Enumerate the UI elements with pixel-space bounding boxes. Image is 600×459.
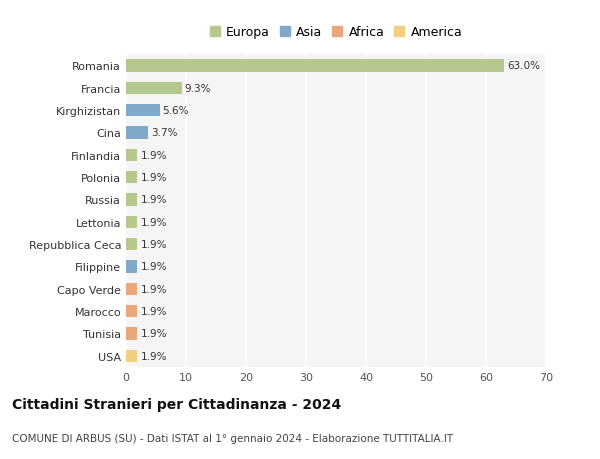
Bar (126, 105, 160, 117)
Text: 1.9%: 1.9% (140, 240, 167, 250)
Bar (126, 149, 137, 162)
Text: 1.9%: 1.9% (140, 284, 167, 294)
Text: 5.6%: 5.6% (163, 106, 189, 116)
Text: 1.9%: 1.9% (140, 307, 167, 316)
Text: 1.9%: 1.9% (140, 217, 167, 227)
Text: 1.9%: 1.9% (140, 151, 167, 160)
Bar (126, 261, 137, 273)
Text: 1.9%: 1.9% (140, 173, 167, 183)
Text: 3.7%: 3.7% (151, 128, 178, 138)
Text: 1.9%: 1.9% (140, 195, 167, 205)
Bar (126, 60, 504, 73)
Bar (126, 194, 137, 206)
Legend: Europa, Asia, Africa, America: Europa, Asia, Africa, America (207, 24, 465, 42)
Text: 1.9%: 1.9% (140, 329, 167, 339)
Bar (126, 216, 137, 229)
Bar (126, 350, 137, 362)
Text: COMUNE DI ARBUS (SU) - Dati ISTAT al 1° gennaio 2024 - Elaborazione TUTTITALIA.I: COMUNE DI ARBUS (SU) - Dati ISTAT al 1° … (12, 433, 453, 442)
Text: 1.9%: 1.9% (140, 351, 167, 361)
Bar (126, 305, 137, 318)
Bar (126, 82, 182, 95)
Bar (126, 328, 137, 340)
Bar (126, 283, 137, 295)
Text: Cittadini Stranieri per Cittadinanza - 2024: Cittadini Stranieri per Cittadinanza - 2… (12, 397, 341, 412)
Text: 9.3%: 9.3% (185, 84, 211, 94)
Bar (126, 239, 137, 251)
Text: 63.0%: 63.0% (507, 61, 540, 71)
Text: 1.9%: 1.9% (140, 262, 167, 272)
Bar (126, 127, 148, 139)
Bar (126, 172, 137, 184)
